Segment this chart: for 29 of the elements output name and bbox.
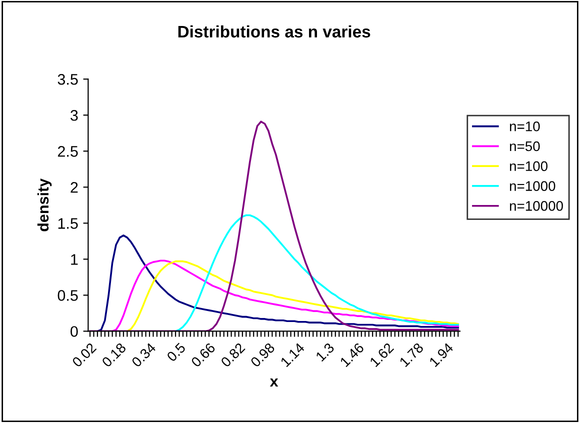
y-tick-label: 2.5 (58, 146, 78, 157)
legend-label: n=100 (510, 161, 548, 172)
chart-title: Distributions as n varies (178, 25, 370, 38)
y-tick-label: 0 (70, 326, 78, 337)
y-tick-label: 1 (71, 254, 78, 265)
x-tick-label: 0.18 (101, 342, 127, 368)
legend-label: n=50 (510, 141, 540, 152)
x-axis-title: x (270, 378, 278, 387)
line-series (174, 214, 459, 332)
x-tick-label: 0.5 (166, 342, 186, 362)
legend-label: n=10000 (510, 201, 563, 211)
y-tick-label: 0.5 (58, 290, 78, 301)
legend-label: n=1000 (510, 181, 556, 191)
legend-label: n=10 (510, 121, 540, 132)
y-tick-label: 3 (70, 110, 78, 121)
x-tick-label: 0.66 (190, 342, 216, 368)
x-tick-label: 1.46 (340, 342, 364, 368)
x-tick-label: 0.02 (72, 342, 97, 368)
y-tick-label: 3.5 (58, 74, 78, 85)
y-tick-label: 1.5 (58, 218, 78, 229)
x-tick-label: 1.62 (369, 342, 394, 368)
x-tick-label: 0.82 (220, 342, 246, 368)
y-tick-label: 2 (70, 182, 78, 193)
y-axis-title: density (37, 178, 52, 232)
x-tick-label: 1.78 (399, 342, 424, 368)
x-tick-label: 0.98 (250, 342, 276, 368)
x-tick-label: 1.3 (315, 342, 335, 362)
x-tick-label: 0.34 (131, 342, 156, 368)
line-series (96, 234, 459, 332)
